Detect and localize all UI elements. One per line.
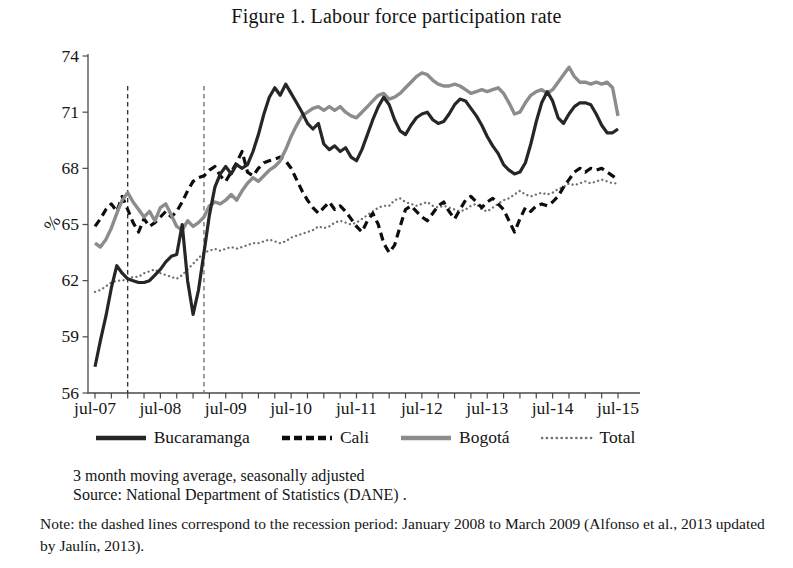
legend-item-bucaramanga: Bucaramanga [95,427,250,448]
series-line-cali [95,152,618,253]
y-tick-label: 62 [62,270,80,290]
caption-source: Source: National Department of Statistic… [73,485,407,504]
x-tick-label: jul-13 [465,398,508,418]
legend-item-total: Total [541,427,636,448]
x-tick-label: jul-10 [269,398,312,418]
x-tick-label: jul-07 [73,398,116,418]
y-tick-label: 74 [62,46,80,66]
participation-rate-chart: 56596265687174%jul-07jul-08jul-09jul-10j… [0,0,793,460]
x-tick-label: jul-11 [335,398,377,418]
legend-item-bogot: Bogotá [400,427,510,448]
y-tick-label: 59 [62,326,80,346]
y-tick-label: 71 [62,102,80,122]
y-axis-ticks: 56596265687174 [62,46,89,403]
figure-page: Figure 1. Labour force participation rat… [0,0,793,568]
legend-swatch-dashed-line [281,432,333,444]
legend-label-bucaramanga: Bucaramanga [154,427,250,448]
x-tick-label: jul-14 [531,398,574,418]
legend-label-cali: Cali [340,427,369,448]
legend-label-total: Total [600,427,636,448]
figure-captions: 3 month moving average, seasonally adjus… [73,466,407,504]
legend-swatch-solid-line [400,432,452,444]
series-line-bogot [95,67,618,247]
x-axis-ticks: jul-07 jul-08 jul-09 jul-10 jul-11 jul-12 jul-… [73,393,639,418]
x-tick-label: jul-12 [400,398,443,418]
figure-note: Note: the dashed lines correspond to the… [40,513,782,556]
y-tick-label: 65 [62,214,80,234]
chart-legend: Bucaramanga Cali Bogotá Total [40,427,690,448]
legend-swatch-dotted-line [541,432,593,444]
y-tick-label: 68 [62,158,80,178]
legend-item-cali: Cali [281,427,369,448]
x-tick-label: jul-08 [138,398,181,418]
caption-moving-average: 3 month moving average, seasonally adjus… [73,466,407,485]
legend-swatch-solid-line [95,432,147,444]
legend-label-bogot: Bogotá [459,427,510,448]
series-line-total [95,180,618,292]
axes [88,54,640,393]
x-tick-label: jul-09 [204,398,247,418]
x-tick-label: jul-15 [596,398,639,418]
